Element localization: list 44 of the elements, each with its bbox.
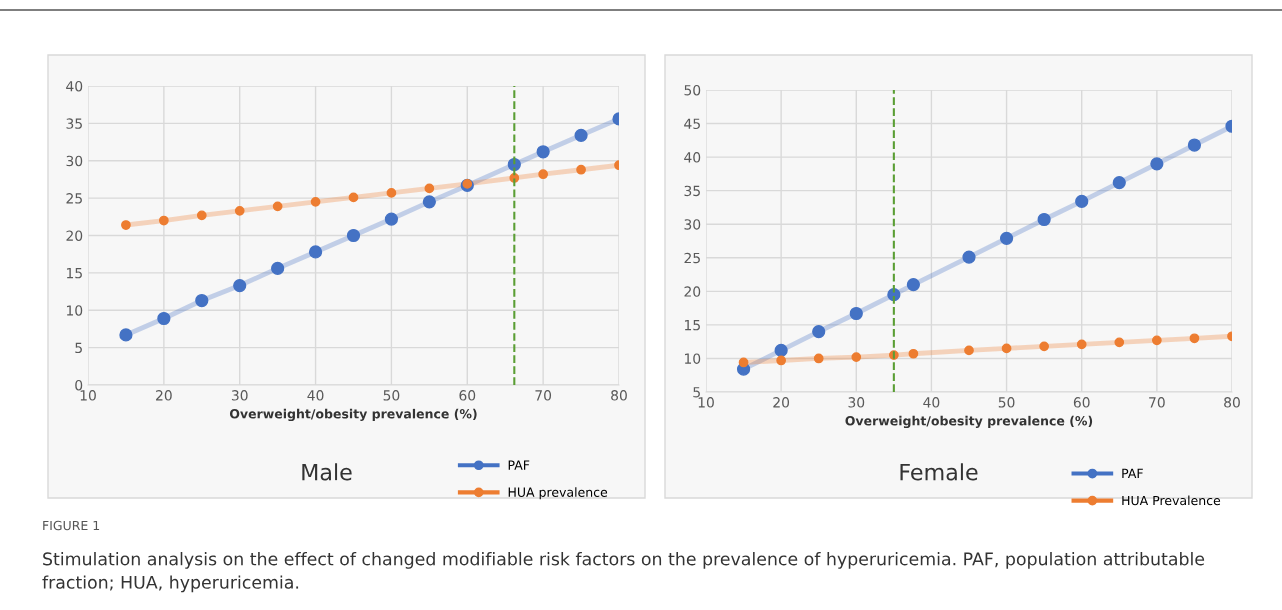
x-tick-label: 70 <box>1149 397 1165 408</box>
x-tick-label: 10 <box>698 397 714 408</box>
x-tick-label: 60 <box>1073 397 1090 408</box>
text: Stimulation analysis on the effect of changed modifiable risk factors on the prevalence of hyperuricemia. PAF, population attributable fraction; HUA, hyperuricemia. <box>42 552 1205 593</box>
legend-label: PAF <box>508 460 530 470</box>
x-tick-label: 50 <box>998 397 1015 408</box>
y-tick-label: 0 <box>75 379 83 391</box>
x-tick-label: 80 <box>611 390 627 401</box>
x-tick-label: 40 <box>307 390 324 401</box>
y-tick-label: 15 <box>66 268 82 279</box>
x-tick-label: 80 <box>1224 397 1240 408</box>
x-tick-label: 20 <box>773 397 790 408</box>
y-tick-label: 20 <box>66 230 83 241</box>
y-tick-label: 5 <box>75 342 82 354</box>
legend-label: HUA Prevalence <box>1122 495 1221 506</box>
x-tick-label: 60 <box>459 390 476 401</box>
x-axis-title: Overweight/obesity prevalence (%) <box>845 415 1093 429</box>
y-tick-label: 50 <box>684 84 701 96</box>
y-tick-label: 25 <box>684 252 700 264</box>
y-tick-label: 30 <box>684 219 701 230</box>
y-tick-label: 40 <box>66 80 83 92</box>
y-tick-label: 5 <box>693 387 700 398</box>
y-tick-label: 45 <box>684 118 700 130</box>
y-tick-label: 10 <box>684 353 701 364</box>
y-tick-label: 15 <box>684 320 700 331</box>
x-tick-label: 70 <box>535 390 552 401</box>
y-tick-label: 25 <box>66 193 82 204</box>
y-tick-label: 30 <box>66 155 83 167</box>
x-tick-label: 30 <box>231 390 248 401</box>
y-tick-label: 35 <box>66 118 82 129</box>
legend-label: HUA prevalence <box>508 487 608 500</box>
x-tick-label: 20 <box>156 390 172 401</box>
x-tick-label: 30 <box>848 397 865 408</box>
caption: FIGURE 1 <box>43 520 100 531</box>
y-tick-label: 10 <box>66 305 83 316</box>
text: Female <box>900 463 978 481</box>
y-tick-label: 35 <box>684 185 700 197</box>
legend-label: PAF <box>1122 468 1143 478</box>
x-tick-label: 50 <box>383 390 400 401</box>
x-tick-label: 40 <box>923 397 940 408</box>
text: Male <box>302 463 352 481</box>
y-tick-label: 40 <box>684 152 701 163</box>
x-axis-title: Overweight/obesity prevalence (%) <box>229 408 477 422</box>
y-tick-label: 20 <box>684 286 701 297</box>
